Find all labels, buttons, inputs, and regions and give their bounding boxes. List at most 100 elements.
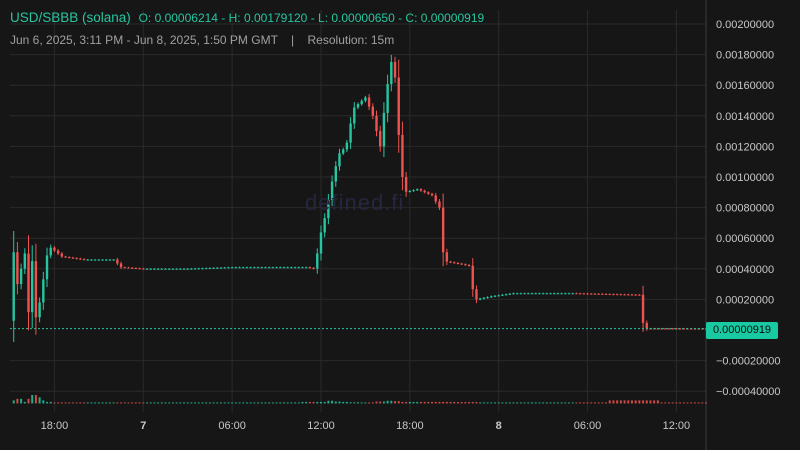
volume-bar (442, 401, 445, 404)
volume-bar (105, 402, 108, 404)
candle-body (234, 267, 238, 269)
volume-bar (368, 402, 371, 404)
volume-bar (542, 402, 545, 404)
volume-bar (79, 402, 82, 404)
candle-body (453, 262, 456, 264)
volume-bar (205, 402, 208, 404)
volume-bar (523, 402, 526, 404)
volume-bar (153, 402, 156, 404)
candle-body (545, 293, 549, 295)
candle-body (397, 77, 400, 135)
candle-body (601, 293, 604, 295)
candle-body (486, 297, 489, 299)
y-tick-label: 0.00120000 (716, 141, 774, 153)
candle-body (112, 259, 115, 261)
volume-bar (653, 400, 656, 404)
candle-body (345, 142, 349, 150)
volume-bar (108, 402, 111, 404)
candle-body (612, 294, 615, 296)
volume-bar (671, 402, 674, 404)
candle-body (293, 267, 297, 269)
candle-body (460, 263, 463, 265)
volume-bar (468, 402, 471, 404)
volume-bar (42, 400, 45, 404)
candle-body (490, 296, 493, 298)
candle-body (175, 268, 178, 270)
volume-bar (83, 402, 86, 404)
volume-bar (527, 402, 530, 404)
candle-body (190, 268, 193, 270)
candle-body (404, 177, 408, 192)
volume-bar (268, 402, 271, 404)
volume-bar (279, 402, 282, 404)
candle-body (167, 268, 171, 270)
volume-bar (345, 401, 348, 404)
x-tick-label: 7 (140, 420, 146, 432)
volume-bar (471, 402, 474, 404)
volume-bar (301, 401, 304, 404)
volume-bar (94, 402, 97, 404)
volume-bar (208, 402, 211, 404)
candle-body (71, 257, 75, 259)
volume-bar (323, 401, 326, 404)
candle-body (90, 259, 93, 261)
volume-bar (575, 402, 578, 404)
candle-body (12, 252, 15, 321)
candle-body (508, 293, 511, 295)
y-tick-label: −0.00020000 (716, 356, 781, 368)
candle-body (182, 268, 186, 270)
volume-bar (134, 402, 137, 404)
volume-bar (553, 402, 556, 404)
volume-bar (375, 401, 378, 404)
candle-body (567, 293, 571, 295)
x-tick-label: 8 (496, 420, 502, 432)
candle-body (412, 190, 415, 192)
volume-bar (682, 402, 685, 404)
candle-body (319, 232, 323, 254)
volume-bar (460, 402, 463, 404)
candle-body (93, 259, 97, 261)
volume-bar (38, 397, 41, 404)
volume-bar (297, 402, 300, 404)
volume-bar (71, 402, 74, 404)
candle-body (438, 201, 441, 208)
x-tick-label: 06:00 (218, 420, 246, 432)
volume-bar (223, 402, 226, 404)
candle-body (316, 253, 319, 269)
candle-body (445, 252, 449, 262)
candle-body (356, 104, 360, 108)
volume-bar (619, 400, 622, 404)
volume-bar (112, 402, 115, 404)
volume-bar (331, 400, 334, 404)
candle-body (641, 294, 645, 323)
volume-bar (549, 402, 552, 404)
candle-body (582, 293, 586, 295)
candle-body (575, 293, 578, 295)
candle-body (523, 293, 526, 295)
x-tick-label: 18:00 (396, 420, 424, 432)
candle-body (86, 259, 89, 261)
volume-bar (534, 402, 537, 404)
candle-body (186, 268, 189, 270)
candle-body (253, 267, 256, 269)
candle-body (671, 328, 674, 330)
candle-body (549, 293, 552, 295)
candle-body (134, 268, 138, 270)
pair-name: USD/SBBB (solana) (10, 10, 131, 25)
volume-bar (690, 402, 693, 404)
candle-body (401, 134, 404, 177)
candle-body (664, 328, 667, 330)
volume-bar (382, 401, 385, 404)
y-tick-label: 0.00140000 (716, 111, 774, 123)
candle-body (271, 267, 275, 269)
candle-body (390, 62, 393, 85)
volume-bar (667, 402, 670, 404)
volume-bar (179, 402, 182, 404)
candle-body (79, 258, 82, 260)
volume-bar (379, 401, 382, 404)
volume-bar (486, 402, 489, 404)
volume-bar (390, 400, 393, 404)
candle-body (627, 294, 630, 296)
